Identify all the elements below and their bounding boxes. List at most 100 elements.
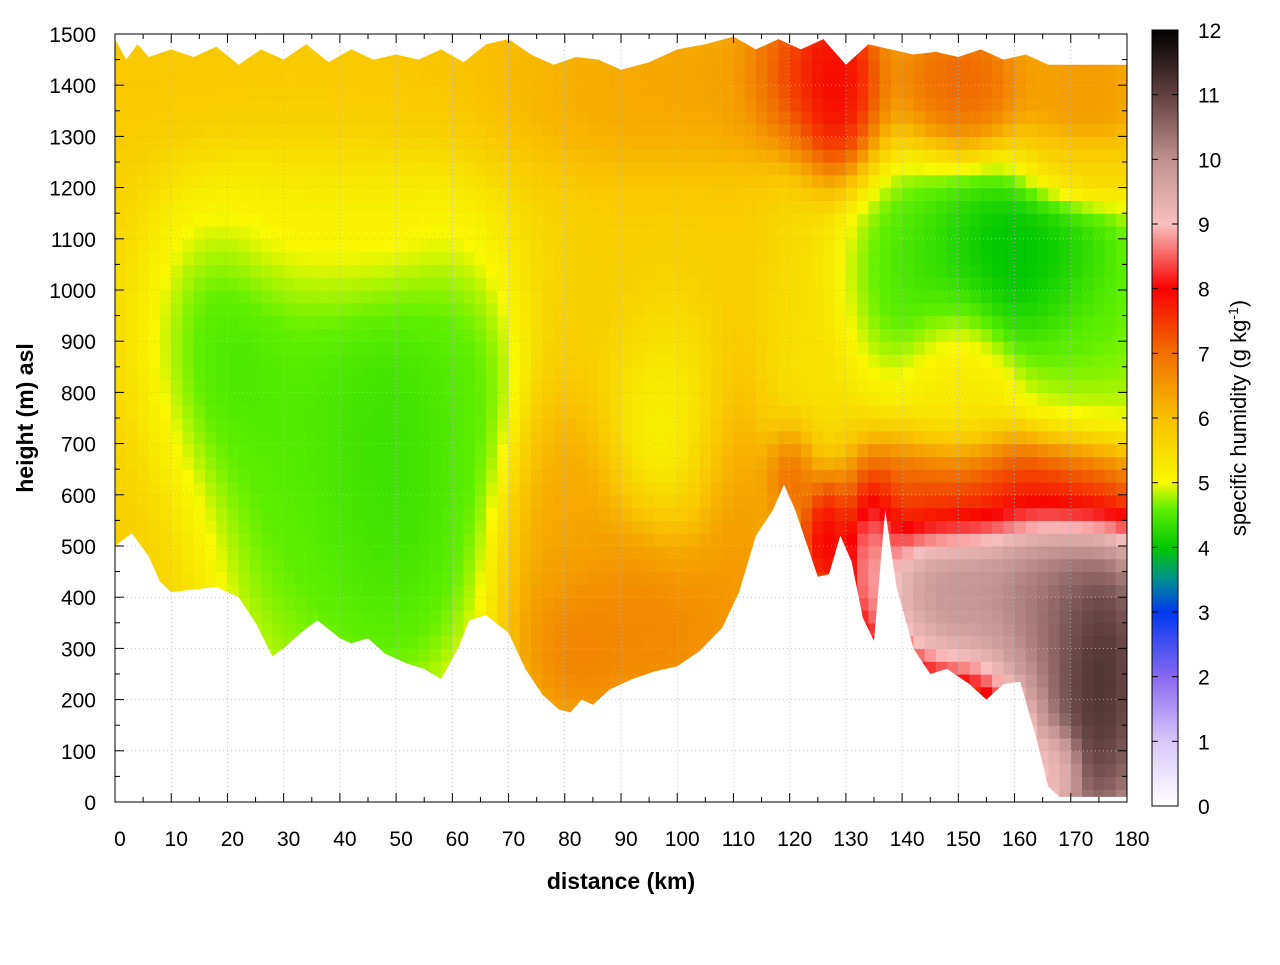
heatmap-cell xyxy=(688,571,701,585)
heatmap-cell xyxy=(508,597,521,611)
heatmap-cell xyxy=(834,213,847,227)
heatmap-cell xyxy=(137,187,150,201)
heatmap-cell xyxy=(576,405,588,419)
heatmap-cell xyxy=(1037,123,1049,137)
heatmap-cell xyxy=(710,46,723,61)
heatmap-cell xyxy=(992,59,1004,73)
heatmap-cell xyxy=(654,213,667,227)
heatmap-cell xyxy=(553,315,566,329)
heatmap-cell xyxy=(688,430,701,445)
heatmap-cell xyxy=(722,354,735,368)
heatmap-cell xyxy=(486,187,498,201)
heatmap-cell xyxy=(789,392,802,406)
heatmap-cell xyxy=(126,379,139,393)
heatmap-cell xyxy=(474,546,487,560)
heatmap-cell xyxy=(935,200,948,214)
heatmap-cell xyxy=(474,597,487,611)
heatmap-cell xyxy=(654,251,667,265)
heatmap-cell xyxy=(722,123,735,137)
heatmap-cell xyxy=(924,610,937,624)
heatmap-cell xyxy=(542,226,555,240)
heatmap-cell xyxy=(294,610,307,624)
heatmap-cell xyxy=(767,379,780,393)
heatmap-cell xyxy=(665,354,678,368)
heatmap-cell xyxy=(778,315,791,329)
heatmap-cell xyxy=(339,226,352,240)
heatmap-cell xyxy=(1025,686,1038,701)
heatmap-cell xyxy=(992,98,1004,112)
heatmap-cell xyxy=(373,162,386,176)
heatmap-cell xyxy=(115,59,127,73)
heatmap-cell xyxy=(126,187,139,201)
heatmap-cell xyxy=(317,507,330,521)
heatmap-cell xyxy=(857,341,869,355)
heatmap-cell xyxy=(441,648,453,662)
heatmap-cell xyxy=(969,610,982,624)
heatmap-cell xyxy=(519,494,532,509)
heatmap-cell xyxy=(238,584,251,598)
heatmap-cell xyxy=(283,392,296,406)
heatmap-cell xyxy=(1025,571,1038,585)
heatmap-cell xyxy=(283,187,296,201)
heatmap-cell xyxy=(767,149,780,163)
heatmap-cell xyxy=(306,226,318,240)
heatmap-cell xyxy=(643,533,656,547)
heatmap-cell xyxy=(463,59,476,73)
heatmap-cell xyxy=(463,546,476,560)
heatmap-cell xyxy=(294,392,307,406)
heatmap-cell xyxy=(733,162,746,176)
heatmap-cell xyxy=(722,494,735,509)
heatmap-cell xyxy=(654,366,667,381)
heatmap-cell xyxy=(902,72,914,86)
heatmap-cell xyxy=(193,341,206,355)
heatmap-cell xyxy=(396,405,408,419)
heatmap-cell xyxy=(755,251,768,265)
heatmap-cell xyxy=(283,622,296,637)
heatmap-cell xyxy=(497,584,510,598)
heatmap-cell xyxy=(441,558,453,573)
heatmap-cell xyxy=(148,264,161,278)
heatmap-cell xyxy=(834,290,847,304)
heatmap-cell xyxy=(699,430,712,445)
heatmap-cell xyxy=(924,597,937,611)
heatmap-cell xyxy=(294,546,307,560)
heatmap-cell xyxy=(283,520,296,534)
heatmap-cell xyxy=(733,290,746,304)
heatmap-cell xyxy=(216,315,229,329)
heatmap-cell xyxy=(1025,674,1038,688)
heatmap-cell xyxy=(733,418,746,432)
heatmap-cell xyxy=(665,507,678,521)
heatmap-cell xyxy=(429,277,442,291)
heatmap-cell xyxy=(306,430,318,445)
heatmap-cell xyxy=(576,392,588,406)
heatmap-cell xyxy=(249,507,262,521)
heatmap-cell xyxy=(733,584,746,598)
heatmap-cell xyxy=(699,341,712,355)
heatmap-cell xyxy=(789,277,802,291)
heatmap-cell xyxy=(564,686,577,701)
heatmap-cell xyxy=(1037,392,1049,406)
heatmap-cell xyxy=(733,251,746,265)
heatmap-cell xyxy=(857,290,869,304)
heatmap-cell xyxy=(137,482,150,496)
heatmap-cell xyxy=(1014,277,1027,291)
heatmap-cell xyxy=(519,507,532,521)
heatmap-cell xyxy=(699,482,712,496)
heatmap-cell xyxy=(576,674,588,688)
heatmap-cell xyxy=(216,72,229,86)
heatmap-cell xyxy=(351,482,363,496)
heatmap-cell xyxy=(407,610,420,624)
heatmap-cell xyxy=(654,290,667,304)
heatmap-cell xyxy=(272,251,285,265)
heatmap-cell xyxy=(890,533,903,547)
heatmap-cell xyxy=(621,571,633,585)
heatmap-cell xyxy=(992,302,1004,317)
heatmap-cell xyxy=(474,226,487,240)
heatmap-cell xyxy=(429,341,442,355)
heatmap-cell xyxy=(699,187,712,201)
heatmap-cell xyxy=(665,584,678,598)
heatmap-cell xyxy=(373,238,386,253)
heatmap-cell xyxy=(598,251,611,265)
heatmap-cell xyxy=(688,46,701,61)
heatmap-cell xyxy=(913,443,926,457)
